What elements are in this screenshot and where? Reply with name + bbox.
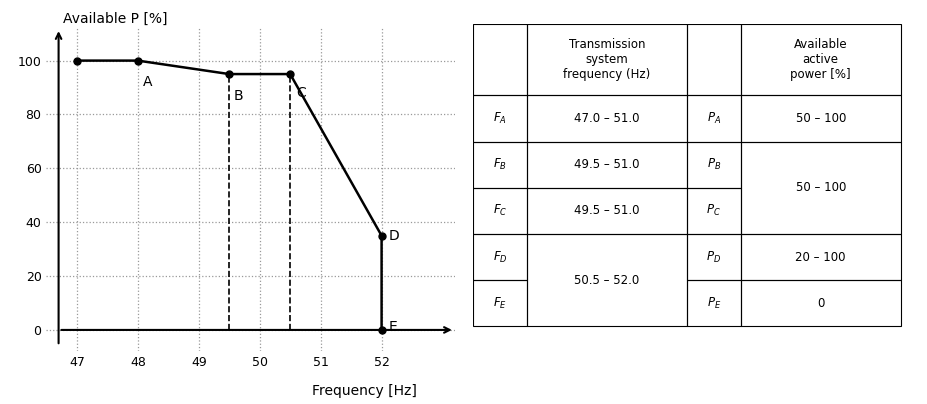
Text: 49.5 – 51.0: 49.5 – 51.0	[574, 158, 639, 171]
Text: Available P [%]: Available P [%]	[63, 12, 168, 25]
Text: $P_D$: $P_D$	[705, 250, 720, 265]
Bar	[527, 188, 686, 234]
Bar	[740, 95, 900, 141]
Bar	[473, 188, 527, 234]
Bar	[473, 95, 527, 141]
Bar	[527, 234, 686, 326]
Bar	[473, 24, 527, 95]
Text: 50 – 100: 50 – 100	[794, 112, 845, 125]
Text: Transmission
system
frequency (Hz): Transmission system frequency (Hz)	[563, 38, 650, 81]
Bar	[473, 280, 527, 326]
Bar	[686, 234, 740, 280]
Text: $F_C$: $F_C$	[492, 203, 507, 219]
Bar	[740, 280, 900, 326]
Bar	[686, 24, 740, 95]
Text: C: C	[296, 86, 306, 100]
Text: $F_D$: $F_D$	[492, 250, 507, 265]
Text: $P_B$: $P_B$	[706, 157, 720, 172]
Bar	[686, 141, 740, 188]
Bar	[473, 234, 527, 280]
Text: E: E	[388, 320, 398, 334]
Text: $P_A$: $P_A$	[706, 111, 720, 126]
Text: $P_E$: $P_E$	[706, 296, 720, 311]
Bar	[527, 95, 686, 141]
Bar	[740, 234, 900, 280]
Bar	[527, 141, 686, 188]
Bar	[740, 141, 900, 234]
Text: $F_A$: $F_A$	[492, 111, 506, 126]
Bar	[473, 141, 527, 188]
Bar	[686, 280, 740, 326]
Text: $P_C$: $P_C$	[705, 203, 720, 219]
Text: $F_E$: $F_E$	[492, 296, 506, 311]
Text: B: B	[234, 88, 244, 103]
Text: 0: 0	[816, 297, 823, 310]
Bar	[527, 24, 686, 95]
Text: Available
active
power [%]: Available active power [%]	[790, 38, 850, 81]
Text: 50 – 100: 50 – 100	[794, 181, 845, 194]
Bar	[686, 188, 740, 234]
X-axis label: Frequency [Hz]: Frequency [Hz]	[312, 384, 417, 398]
Text: 47.0 – 51.0: 47.0 – 51.0	[574, 112, 639, 125]
Bar	[686, 95, 740, 141]
Text: 50.5 – 52.0: 50.5 – 52.0	[574, 274, 639, 287]
Text: A: A	[143, 75, 152, 89]
Text: D: D	[388, 229, 400, 243]
Text: 20 – 100: 20 – 100	[794, 250, 845, 263]
Bar	[740, 24, 900, 95]
Text: $F_B$: $F_B$	[492, 157, 506, 172]
Text: 49.5 – 51.0: 49.5 – 51.0	[574, 204, 639, 217]
